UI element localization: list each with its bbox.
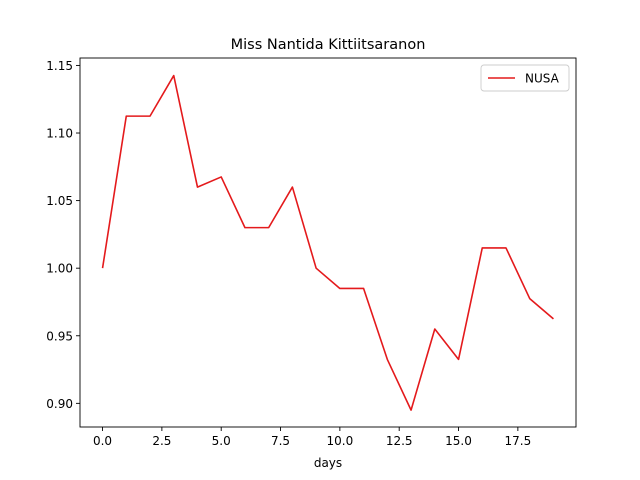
x-tick-label: 12.5 — [386, 434, 413, 448]
legend-box — [480, 64, 570, 92]
x-tick-label: 10.0 — [327, 434, 354, 448]
y-tick-label: 1.00 — [46, 262, 73, 276]
x-tick-label: 7.5 — [271, 434, 290, 448]
y-tick-label: 0.90 — [46, 397, 73, 411]
y-tick-label: 1.05 — [46, 194, 73, 208]
x-tick-label: 5.0 — [212, 434, 231, 448]
x-tick-label: 15.0 — [445, 434, 472, 448]
plot-area: 0.0 2.5 5.0 7.5 10.0 12.5 15.0 17.5 0.90 0.95 1.00… — [46, 57, 577, 448]
y-tick-label: 0.95 — [46, 329, 73, 343]
y-tick-label: 1.15 — [46, 59, 73, 73]
x-tick-label: 2.5 — [152, 434, 171, 448]
x-tick-label: 17.5 — [504, 434, 531, 448]
series-line-nusa — [101, 74, 554, 411]
x-tick-label: 0.0 — [93, 434, 112, 448]
legend-label: NUSA — [525, 72, 560, 86]
y-tick-label: 1.10 — [46, 127, 73, 141]
x-axis-label: days — [314, 456, 342, 470]
chart-title: Miss Nantida Kittiitsaranon — [231, 37, 426, 53]
axes-frame — [79, 57, 577, 428]
